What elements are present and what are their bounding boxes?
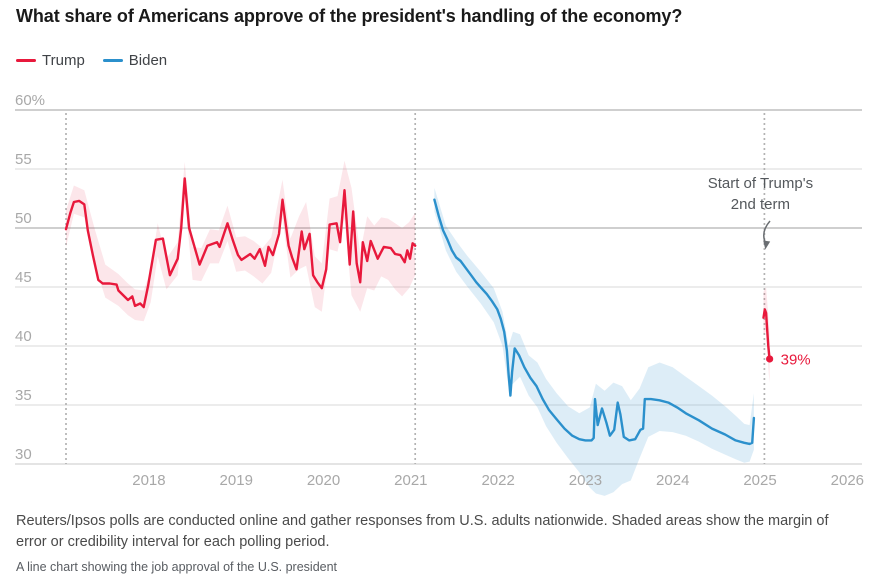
band-1: [434, 187, 754, 496]
svg-text:2018: 2018: [132, 472, 165, 489]
legend: Trump Biden: [16, 52, 167, 69]
legend-label-biden: Biden: [128, 52, 168, 69]
svg-text:2025: 2025: [743, 472, 776, 489]
svg-text:40: 40: [15, 328, 32, 345]
legend-label-trump: Trump: [42, 52, 85, 69]
legend-item-trump: Trump: [16, 52, 85, 69]
band-0: [66, 160, 416, 322]
alt-text-caption: A line chart showing the job approval of…: [16, 560, 338, 574]
source-footnote: Reuters/Ipsos polls are conducted online…: [16, 513, 829, 551]
line-2: [762, 308, 771, 361]
gridlines-group: [15, 109, 862, 465]
latest-value-label: 39%: [781, 351, 811, 368]
y-axis-labels: 60% 55 50 45 40 35 30: [15, 92, 45, 463]
annotation-line2: 2nd term: [731, 196, 790, 213]
svg-text:60%: 60%: [15, 92, 45, 109]
trump-line-swatch-icon: [16, 58, 36, 63]
svg-text:35: 35: [15, 387, 32, 404]
line-0: [64, 177, 417, 309]
legend-item-biden: Biden: [102, 52, 168, 69]
svg-text:2022: 2022: [481, 472, 514, 489]
svg-text:2026: 2026: [831, 472, 864, 489]
annotation-arrowhead-icon: [763, 240, 771, 250]
term-start-lines: [65, 113, 766, 464]
latest-value-dot: [766, 355, 774, 363]
svg-text:55: 55: [15, 151, 32, 168]
x-axis-labels: 2018 2019 2020 2021 2022 2023 2024 2025 2026: [132, 472, 864, 489]
svg-text:2023: 2023: [569, 472, 602, 489]
svg-text:2024: 2024: [656, 472, 689, 489]
svg-text:45: 45: [15, 269, 32, 286]
annotation-line1: Start of Trump's: [708, 175, 813, 192]
svg-text:2019: 2019: [220, 472, 253, 489]
economy-approval-line-chart: 39% 60% 55 50 45 40 35 30 2018 2019 2020 2021 2022 20…: [0, 85, 873, 505]
confidence-bands: [66, 160, 770, 496]
data-lines: 39%: [64, 177, 811, 446]
svg-text:50: 50: [15, 210, 32, 227]
svg-text:30: 30: [15, 446, 32, 463]
line-1: [433, 198, 756, 446]
svg-text:2021: 2021: [394, 472, 427, 489]
annotation-start-of-2nd-term: Start of Trump's 2nd term: [708, 175, 813, 250]
biden-line-swatch-icon: [102, 58, 123, 63]
svg-text:2020: 2020: [307, 472, 340, 489]
chart-title: What share of Americans approve of the p…: [16, 6, 683, 26]
